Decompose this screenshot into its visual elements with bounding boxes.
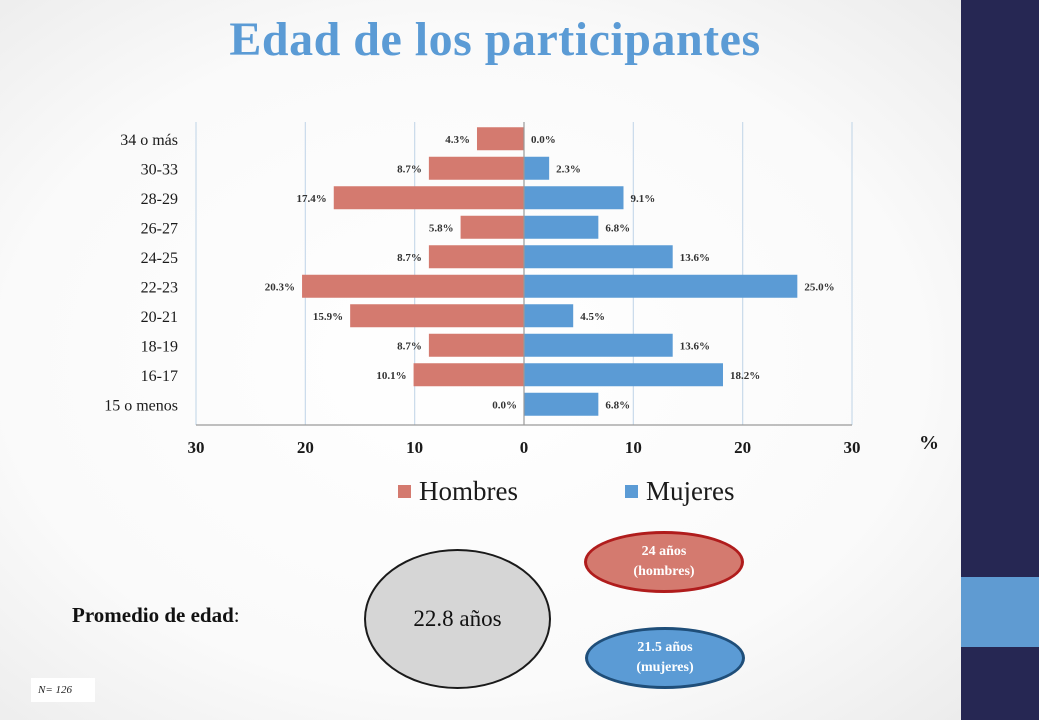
bar-hombres-0 (476, 127, 524, 151)
data-label-hombres-9: 0.0% (492, 399, 517, 411)
x-tick-label-3: 0 (520, 438, 529, 457)
average-age-circle: 22.8 años (364, 549, 551, 689)
bar-mujeres-6 (524, 304, 574, 328)
category-label-8: 16-17 (141, 368, 178, 385)
category-label-0: 34 o más (120, 132, 178, 149)
bar-hombres-5 (302, 274, 524, 298)
average-age-women-value: 21.5 años (637, 640, 693, 655)
average-age-colon: : (233, 603, 240, 627)
average-age-men-value: 24 años (641, 544, 687, 559)
average-age-women-label: (mujeres) (636, 660, 694, 675)
bar-mujeres-5 (524, 274, 798, 298)
data-label-mujeres-8: 18.2% (730, 370, 760, 382)
legend-swatch-mujeres (625, 484, 638, 498)
x-tick-label-6: 30 (844, 438, 861, 457)
bar-mujeres-7 (524, 333, 673, 357)
category-label-9: 15 o menos (104, 397, 178, 414)
bar-mujeres-3 (524, 215, 599, 239)
average-age-value: 22.8 años (413, 606, 502, 631)
average-age-label-text: Promedio de edad (72, 603, 234, 627)
legend-item-mujeres: Mujeres (625, 476, 734, 506)
bar-mujeres-8 (524, 363, 723, 387)
x-tick-label-2: 10 (406, 438, 423, 457)
average-age-men-oval: 24 años (hombres) (584, 531, 744, 593)
bars-layer (302, 127, 798, 416)
bar-mujeres-2 (524, 186, 624, 210)
x-tick-label-0: 30 (188, 438, 205, 457)
data-label-hombres-5: 20.3% (265, 281, 295, 293)
category-label-6: 20-21 (141, 309, 178, 326)
grid-layer (195, 122, 853, 425)
legend-swatch-hombres (398, 484, 411, 498)
data-label-mujeres-1: 2.3% (556, 163, 581, 175)
bar-hombres-4 (428, 245, 524, 269)
category-label-1: 30-33 (141, 161, 178, 178)
category-label-3: 26-27 (141, 220, 178, 237)
bar-hombres-6 (350, 304, 524, 328)
data-label-mujeres-9: 6.8% (605, 399, 630, 411)
axis-layer: 30 20 10 0 10 20 30% (188, 122, 939, 457)
bar-mujeres-1 (524, 156, 550, 180)
x-axis-unit-label: % (919, 432, 939, 454)
data-label-hombres-6: 15.9% (313, 311, 343, 323)
data-label-mujeres-7: 13.6% (680, 340, 710, 352)
data-label-mujeres-4: 13.6% (680, 252, 710, 264)
data-label-hombres-4: 8.7% (397, 252, 422, 264)
sidebar-decoration (961, 0, 1039, 720)
slide-title: Edad de los participantes (229, 13, 761, 66)
data-label-mujeres-6: 4.5% (580, 311, 605, 323)
population-pyramid-chart: 34 o más 4.3% 0.0% 30-33 8.7% 2.3% 28-29 17.4% 9… (104, 122, 939, 457)
sample-size-note: N= 126 (31, 678, 95, 702)
data-label-hombres-8: 10.1% (376, 370, 406, 382)
bar-hombres-8 (413, 363, 524, 387)
x-tick-label-5: 20 (734, 438, 751, 457)
data-label-hombres-1: 8.7% (397, 163, 422, 175)
data-label-mujeres-2: 9.1% (630, 193, 655, 205)
labels-layer: 34 o más 4.3% 0.0% 30-33 8.7% 2.3% 28-29 17.4% 9… (104, 132, 834, 415)
data-label-hombres-0: 4.3% (445, 134, 470, 146)
x-tick-label-4: 10 (625, 438, 642, 457)
legend-label-mujeres: Mujeres (646, 475, 735, 506)
bar-hombres-3 (460, 215, 524, 239)
bar-hombres-2 (333, 186, 524, 210)
legend-label-hombres: Hombres (419, 475, 518, 506)
average-age-women-oval: 21.5 años (mujeres) (585, 627, 745, 689)
data-label-mujeres-3: 6.8% (605, 222, 630, 234)
data-label-hombres-2: 17.4% (297, 193, 327, 205)
bar-hombres-7 (428, 333, 524, 357)
average-age-men-label: (hombres) (633, 564, 695, 579)
sidebar-accent (961, 577, 1039, 647)
bar-mujeres-4 (524, 245, 673, 269)
data-label-hombres-3: 5.8% (429, 222, 454, 234)
bar-mujeres-9 (524, 392, 599, 416)
data-label-mujeres-5: 25.0% (804, 281, 834, 293)
data-label-mujeres-0: 0.0% (531, 134, 556, 146)
legend-item-hombres: Hombres (398, 476, 518, 506)
x-tick-label-1: 20 (297, 438, 314, 457)
category-label-2: 28-29 (141, 191, 178, 208)
data-label-hombres-7: 8.7% (397, 340, 422, 352)
bar-hombres-1 (428, 156, 524, 180)
category-label-4: 24-25 (141, 250, 178, 267)
average-age-label: Promedio de edad: (72, 603, 240, 628)
category-label-5: 22-23 (141, 279, 178, 296)
category-label-7: 18-19 (141, 338, 178, 355)
